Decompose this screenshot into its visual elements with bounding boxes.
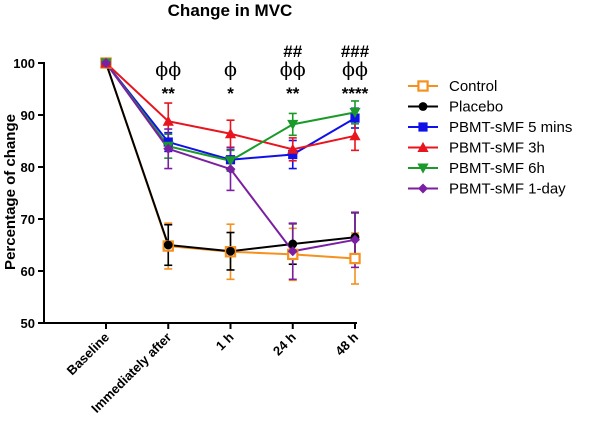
y-tick-label: 80: [21, 160, 35, 175]
data-point-pbmt-smf-1-day: [287, 246, 298, 257]
y-axis-label: Percentage of change: [2, 114, 19, 270]
legend-item-pbmt-smf-6h: PBMT-sMF 6h: [408, 160, 545, 177]
legend-item-pbmt-smf-1-day: PBMT-sMF 1-day: [408, 181, 566, 198]
annotation-24-h: ϕϕ: [280, 59, 306, 81]
data-point-pbmt-smf-1-day: [163, 143, 174, 154]
legend-label-control: Control: [449, 78, 497, 95]
data-point-pbmt-smf-1-day: [350, 234, 360, 245]
legend-marker-placebo: [418, 102, 428, 111]
data-point-placebo: [226, 246, 235, 256]
chart-title: Change in MVC: [168, 1, 293, 20]
y-tick-label: 100: [13, 56, 35, 71]
data-point-pbmt-smf-3h: [287, 143, 299, 154]
legend: Control Placebo PBMT-sMF 5 mins PBMT-sMF 3h…: [408, 78, 572, 198]
x-tick-label-24-h: 24 h: [270, 329, 299, 358]
y-tick-label: 60: [21, 264, 35, 279]
annotation-48-h: ϕϕ: [342, 59, 368, 81]
significance-annotations: ϕϕ**ϕ*##ϕϕ**###ϕϕ****: [155, 42, 369, 103]
annotation-48-h: ****: [342, 84, 369, 103]
legend-marker-control: [417, 80, 429, 92]
x-tick-label-baseline: Baseline: [64, 330, 112, 378]
data-point-pbmt-smf-3h: [162, 115, 174, 126]
annotation-1-h: ϕ: [224, 59, 237, 81]
data-point-pbmt-smf-3h: [224, 128, 237, 139]
legend-label-pbmt-smf-6h: PBMT-sMF 6h: [449, 160, 545, 177]
data-point-placebo: [163, 240, 173, 250]
legend-marker-pbmt-smf-3h: [417, 141, 429, 152]
y-tick-label: 50: [21, 316, 35, 331]
legend-marker-pbmt-smf-1-day: [418, 183, 428, 194]
legend-label-pbmt-smf-3h: PBMT-sMF 3h: [449, 140, 545, 157]
x-tick-label-1-h: 1 h: [213, 329, 237, 353]
legend-item-placebo: Placebo: [408, 99, 503, 116]
legend-label-pbmt-smf-5-mins: PBMT-sMF 5 mins: [449, 119, 572, 136]
data-point-control: [349, 252, 361, 265]
annotation-1-h: *: [227, 84, 234, 103]
data-point-pbmt-smf-6h: [349, 107, 361, 118]
x-tick-label-48-h: 48 h: [332, 329, 361, 358]
data-point-pbmt-smf-5-mins: [350, 113, 360, 123]
annotation-immediately-after: **: [162, 84, 176, 103]
data-point-pbmt-smf-3h: [349, 130, 361, 141]
data-point-pbmt-smf-5-mins: [288, 149, 298, 160]
legend-marker-pbmt-smf-6h: [417, 163, 429, 174]
legend-item-pbmt-smf-3h: PBMT-sMF 3h: [408, 140, 545, 157]
series-markers: [100, 57, 361, 265]
y-tick-label: 70: [21, 212, 35, 227]
legend-label-placebo: Placebo: [449, 99, 503, 116]
annotation-24-h: **: [286, 84, 300, 103]
y-tick-label: 90: [21, 108, 35, 123]
data-point-pbmt-smf-6h: [287, 119, 299, 130]
data-point-pbmt-smf-6h: [224, 156, 237, 167]
legend-label-pbmt-smf-1-day: PBMT-sMF 1-day: [449, 181, 566, 198]
annotation-48-h: ###: [341, 42, 370, 61]
annotation-immediately-after: ϕϕ: [155, 59, 181, 81]
legend-item-control: Control: [408, 78, 497, 95]
legend-marker-pbmt-smf-5-mins: [418, 122, 428, 132]
annotation-24-h: ##: [283, 42, 302, 61]
data-point-pbmt-smf-1-day: [101, 58, 111, 68]
data-point-placebo: [288, 239, 298, 249]
data-point-pbmt-smf-1-day: [225, 164, 236, 175]
legend-item-pbmt-smf-5-mins: PBMT-sMF 5 mins: [408, 119, 572, 136]
